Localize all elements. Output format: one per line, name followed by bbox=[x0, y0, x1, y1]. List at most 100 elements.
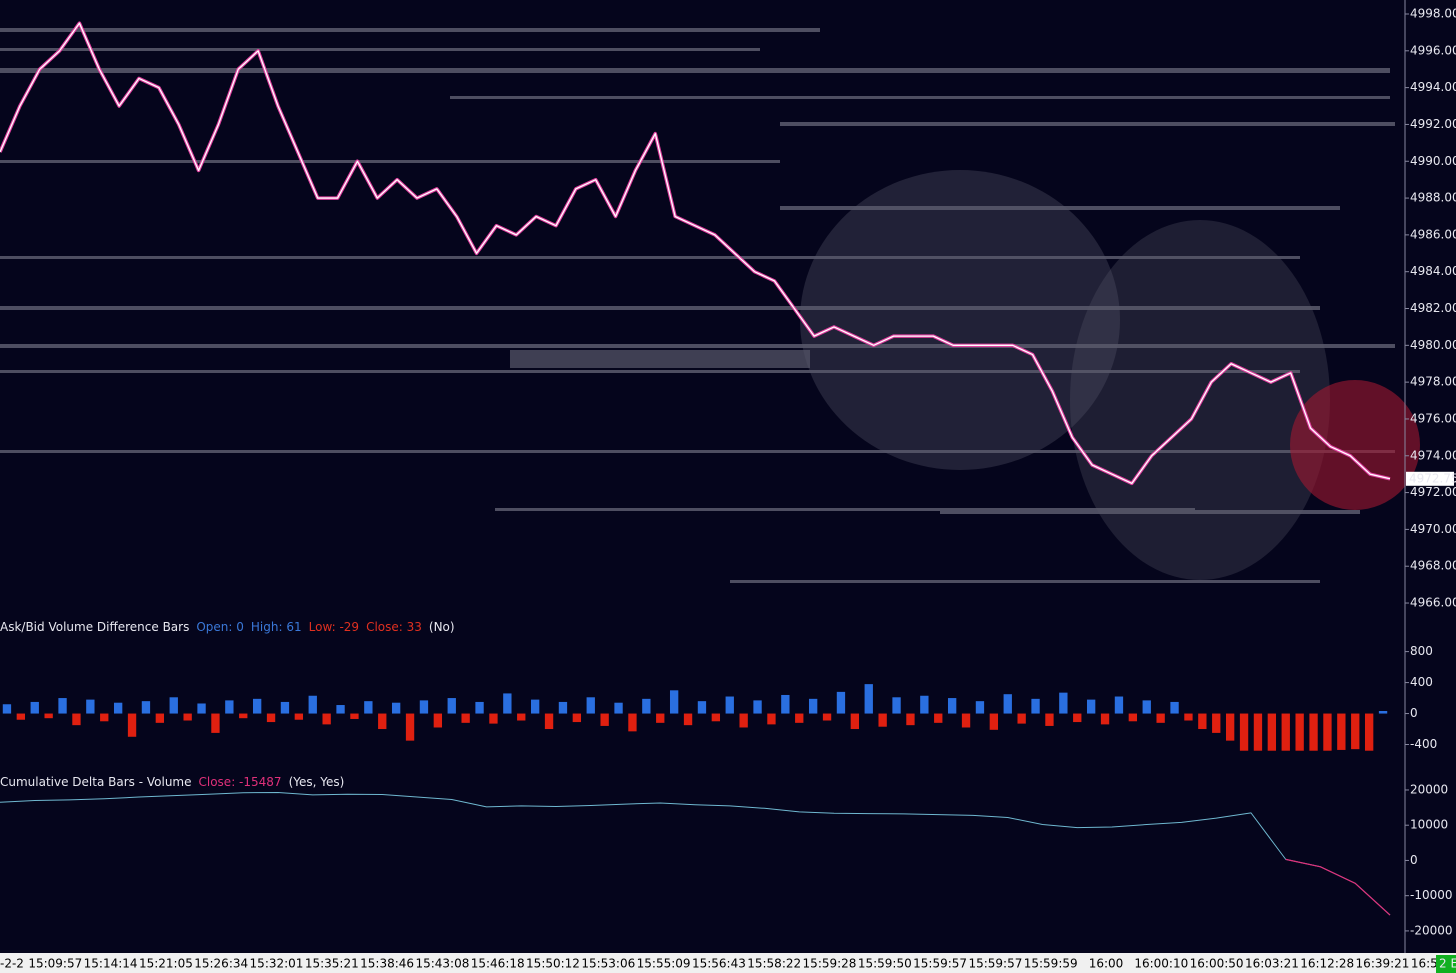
bar bbox=[155, 713, 165, 723]
x-axis-strip bbox=[0, 953, 1456, 973]
bar bbox=[934, 713, 943, 723]
bar bbox=[1059, 692, 1068, 714]
bar bbox=[391, 702, 401, 714]
bar bbox=[1073, 713, 1082, 723]
bar bbox=[322, 713, 331, 725]
panel-field: Open: 0 bbox=[196, 620, 244, 634]
bar bbox=[30, 701, 39, 714]
bar bbox=[878, 713, 887, 727]
bar bbox=[1198, 713, 1207, 730]
bar bbox=[86, 699, 95, 714]
bar bbox=[1267, 713, 1277, 751]
y-tick-label: 4986.00 bbox=[1410, 227, 1456, 241]
y-tick-label: 4974.00 bbox=[1410, 448, 1456, 462]
x-tick-label: 15:55:09 bbox=[637, 957, 691, 971]
bar bbox=[781, 694, 790, 714]
y-tick-label: 800 bbox=[1410, 644, 1433, 658]
y-tick-label: 4968.00 bbox=[1410, 559, 1456, 573]
y-tick-label: -20000 bbox=[1410, 923, 1453, 937]
x-tick-label: 15:21:05 bbox=[139, 957, 193, 971]
y-tick-label: 4980.00 bbox=[1410, 338, 1456, 352]
bar bbox=[1128, 713, 1138, 722]
panel-header: Ask/Bid Volume Difference Bars Open: 0 Hig… bbox=[0, 620, 455, 634]
x-tick-label: 15:43:08 bbox=[415, 957, 469, 971]
y-tick-label: 400 bbox=[1410, 675, 1433, 689]
bar bbox=[72, 713, 81, 726]
y-tick-label: 4966.00 bbox=[1410, 596, 1456, 610]
x-tick-label: 16:00:50 bbox=[1190, 957, 1244, 971]
bar bbox=[767, 713, 776, 725]
bar bbox=[1031, 698, 1040, 714]
bar bbox=[1253, 713, 1263, 751]
bar bbox=[447, 698, 456, 714]
bar bbox=[1017, 713, 1026, 724]
data-line bbox=[0, 22, 1391, 485]
bar bbox=[239, 713, 248, 719]
bar bbox=[58, 698, 67, 714]
y-tick-label: 4984.00 bbox=[1410, 264, 1456, 278]
panel-title: Cumulative Delta Bars - Volume bbox=[0, 775, 192, 789]
bar bbox=[266, 713, 276, 723]
y-tick-label: 0 bbox=[1410, 853, 1418, 867]
bar bbox=[600, 713, 609, 726]
bar bbox=[419, 700, 429, 714]
bar bbox=[1100, 713, 1110, 725]
bar bbox=[947, 698, 957, 714]
bar bbox=[822, 713, 832, 721]
panel-field: Close: 33 bbox=[366, 620, 422, 634]
panel-field: Low: -29 bbox=[309, 620, 359, 634]
bar bbox=[1212, 713, 1221, 733]
y-tick-label: 4990.00 bbox=[1410, 154, 1456, 168]
bar bbox=[544, 713, 554, 730]
bar bbox=[572, 713, 582, 723]
bar bbox=[16, 713, 26, 720]
bar bbox=[1364, 713, 1374, 751]
bar bbox=[961, 713, 971, 728]
bar bbox=[836, 691, 846, 714]
bar bbox=[100, 713, 109, 722]
bar bbox=[1156, 713, 1165, 723]
bar bbox=[364, 701, 373, 714]
x-tick-label: 15:59:57 bbox=[913, 957, 967, 971]
bar bbox=[795, 713, 804, 723]
x-tick-label: 16:03:21 bbox=[1245, 957, 1299, 971]
y-tick-label: 0 bbox=[1410, 706, 1418, 720]
y-tick-label: 4994.00 bbox=[1410, 80, 1456, 94]
bar bbox=[44, 713, 53, 719]
x-tick-label: 15:35:21 bbox=[305, 957, 359, 971]
bar bbox=[697, 701, 707, 714]
bar bbox=[558, 701, 568, 714]
bar bbox=[850, 713, 860, 730]
status-box bbox=[1436, 955, 1456, 973]
bar bbox=[1142, 700, 1151, 714]
y-tick-label: 4996.00 bbox=[1410, 43, 1456, 57]
y-tick-label: 4976.00 bbox=[1410, 411, 1456, 425]
panel-field: (No) bbox=[429, 620, 455, 634]
bar bbox=[725, 696, 734, 714]
heatmap-background bbox=[0, 28, 1395, 583]
bar bbox=[892, 697, 901, 714]
y-tick-label: 4998.00 bbox=[1410, 6, 1456, 20]
bar bbox=[113, 702, 123, 714]
bar bbox=[1239, 713, 1249, 751]
panel-title: Ask/Bid Volume Difference Bars bbox=[0, 620, 189, 634]
bar bbox=[503, 693, 512, 714]
y-tick-label: -400 bbox=[1410, 737, 1437, 751]
x-tick-label: 16:00:10 bbox=[1134, 957, 1188, 971]
y-tick-label: 4988.00 bbox=[1410, 191, 1456, 205]
bar bbox=[1045, 713, 1054, 726]
status-label: 2 E bbox=[1439, 957, 1456, 971]
bar bbox=[614, 702, 623, 714]
bar bbox=[433, 713, 443, 728]
panel-header: Cumulative Delta Bars - Volume Close: -15… bbox=[0, 775, 344, 789]
bar bbox=[906, 713, 915, 726]
data-line-tail bbox=[1285, 858, 1391, 916]
x-tick-label: 16:39:21 bbox=[1356, 957, 1410, 971]
bar bbox=[280, 701, 290, 714]
bar bbox=[350, 713, 359, 719]
y-tick-label: 4992.00 bbox=[1410, 117, 1456, 131]
panel-field: Close: -15487 bbox=[199, 775, 282, 789]
bar bbox=[1351, 713, 1360, 750]
bar bbox=[141, 701, 151, 714]
bar bbox=[475, 701, 484, 714]
